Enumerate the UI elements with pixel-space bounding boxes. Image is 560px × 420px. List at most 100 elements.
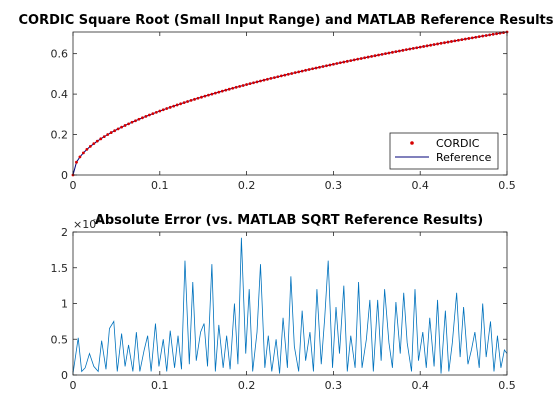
data-point-cordic	[259, 79, 262, 83]
data-point-cordic	[300, 69, 304, 73]
data-point-cordic	[456, 38, 460, 42]
data-point-cordic	[439, 41, 443, 45]
data-point-cordic	[85, 148, 89, 151]
data-point-cordic	[200, 95, 203, 99]
y-tick-label: 0.2	[51, 129, 69, 142]
data-point-cordic	[474, 35, 478, 39]
data-point-cordic	[495, 32, 498, 36]
data-point-cordic	[345, 59, 349, 63]
bottom-axes: Absolute Error (vs. MATLAB SQRT Referenc…	[51, 213, 516, 392]
data-point-cordic	[262, 78, 266, 82]
data-point-cordic	[172, 104, 176, 108]
data-point-cordic	[248, 82, 252, 86]
data-point-cordic	[127, 122, 130, 126]
data-point-cordic	[422, 45, 426, 48]
data-point-cordic	[213, 91, 217, 95]
data-point-cordic	[467, 37, 471, 40]
data-point-cordic	[432, 43, 436, 46]
data-point-cordic	[293, 71, 297, 75]
data-point-cordic	[359, 57, 363, 60]
data-point-cordic	[196, 96, 200, 100]
data-point-cordic	[154, 110, 158, 114]
data-point-cordic	[120, 125, 124, 129]
data-point-cordic	[356, 57, 360, 61]
data-point-cordic	[463, 37, 467, 41]
data-point-cordic	[245, 83, 249, 86]
data-point-cordic	[338, 61, 342, 65]
x-tick-label: 0.2	[238, 379, 256, 392]
data-point-cordic	[318, 65, 321, 69]
data-point-cordic	[349, 59, 353, 62]
data-point-cordic	[134, 119, 137, 123]
data-point-cordic	[415, 46, 419, 50]
data-point-cordic	[151, 112, 155, 116]
data-point-cordic	[397, 49, 401, 53]
x-tick-label: 0.5	[498, 179, 516, 192]
data-point-cordic	[401, 48, 405, 52]
data-point-cordic	[342, 60, 346, 64]
data-point-cordic	[404, 48, 408, 52]
data-point-cordic	[224, 88, 228, 92]
data-point-cordic	[502, 31, 505, 34]
data-point-cordic	[491, 32, 495, 36]
bottom-series-group	[72, 237, 508, 374]
data-point-cordic	[175, 103, 179, 107]
x-tick-label: 0	[70, 179, 77, 192]
x-tick-label: 0.2	[238, 179, 256, 192]
data-point-cordic	[113, 129, 117, 133]
x-tick-label: 0.1	[151, 179, 169, 192]
data-point-cordic	[207, 93, 210, 97]
data-point-cordic	[436, 42, 439, 46]
data-point-cordic	[92, 142, 96, 146]
data-point-cordic	[161, 108, 165, 112]
data-point-cordic	[141, 116, 144, 120]
data-point-cordic	[279, 74, 283, 78]
y-tick-label: 0	[61, 169, 68, 182]
data-point-cordic	[304, 68, 308, 72]
bottom-x-ticks: 0 0.1 0.2 0.3 0.4 0.5	[70, 232, 516, 392]
data-point-cordic	[102, 135, 106, 139]
data-point-cordic	[252, 81, 255, 85]
data-point-cordic	[488, 33, 492, 37]
data-point-cordic	[220, 89, 224, 93]
data-point-cordic	[238, 84, 242, 88]
data-point-cordic	[266, 77, 269, 81]
data-point-cordic	[394, 50, 398, 54]
data-point-cordic	[144, 114, 148, 118]
top-y-ticks: 0 0.2 0.4 0.6	[51, 48, 507, 182]
data-point-cordic	[370, 54, 373, 58]
data-point-cordic	[137, 117, 141, 121]
data-point-cordic	[387, 51, 391, 55]
data-point-cordic	[373, 54, 377, 58]
bottom-axes-box	[72, 231, 508, 376]
legend-label-reference: Reference	[436, 151, 492, 164]
data-point-cordic	[78, 155, 82, 159]
x-tick-label: 0.3	[325, 179, 343, 192]
data-point-cordic	[481, 34, 485, 38]
legend-marker-cordic	[410, 141, 414, 145]
data-point-cordic	[179, 102, 183, 106]
legend-label-cordic: CORDIC	[436, 137, 480, 150]
data-point-cordic	[95, 139, 99, 143]
data-point-cordic	[450, 40, 453, 43]
data-point-cordic	[217, 90, 221, 94]
x-tick-label: 0.1	[151, 379, 169, 392]
top-chart-title: CORDIC Square Root (Small Input Range) a…	[19, 13, 554, 28]
data-point-cordic	[286, 72, 290, 76]
top-axes: CORDIC Square Root (Small Input Range) a…	[19, 13, 554, 192]
top-axes-box	[72, 31, 508, 176]
data-point-cordic	[297, 70, 301, 74]
data-point-cordic	[429, 43, 433, 47]
data-point-cordic	[227, 87, 231, 91]
data-point-cordic	[203, 94, 207, 98]
data-point-cordic	[477, 35, 481, 39]
data-point-cordic	[272, 76, 276, 79]
data-point-cordic	[158, 109, 162, 113]
data-point-cordic	[484, 34, 488, 37]
data-point-cordic	[453, 39, 457, 43]
data-point-cordic	[366, 55, 370, 59]
data-point-cordic	[82, 151, 85, 155]
bottom-chart-title: Absolute Error (vs. MATLAB SQRT Referenc…	[95, 213, 483, 228]
data-point-cordic	[130, 120, 134, 124]
data-point-cordic	[377, 53, 380, 57]
